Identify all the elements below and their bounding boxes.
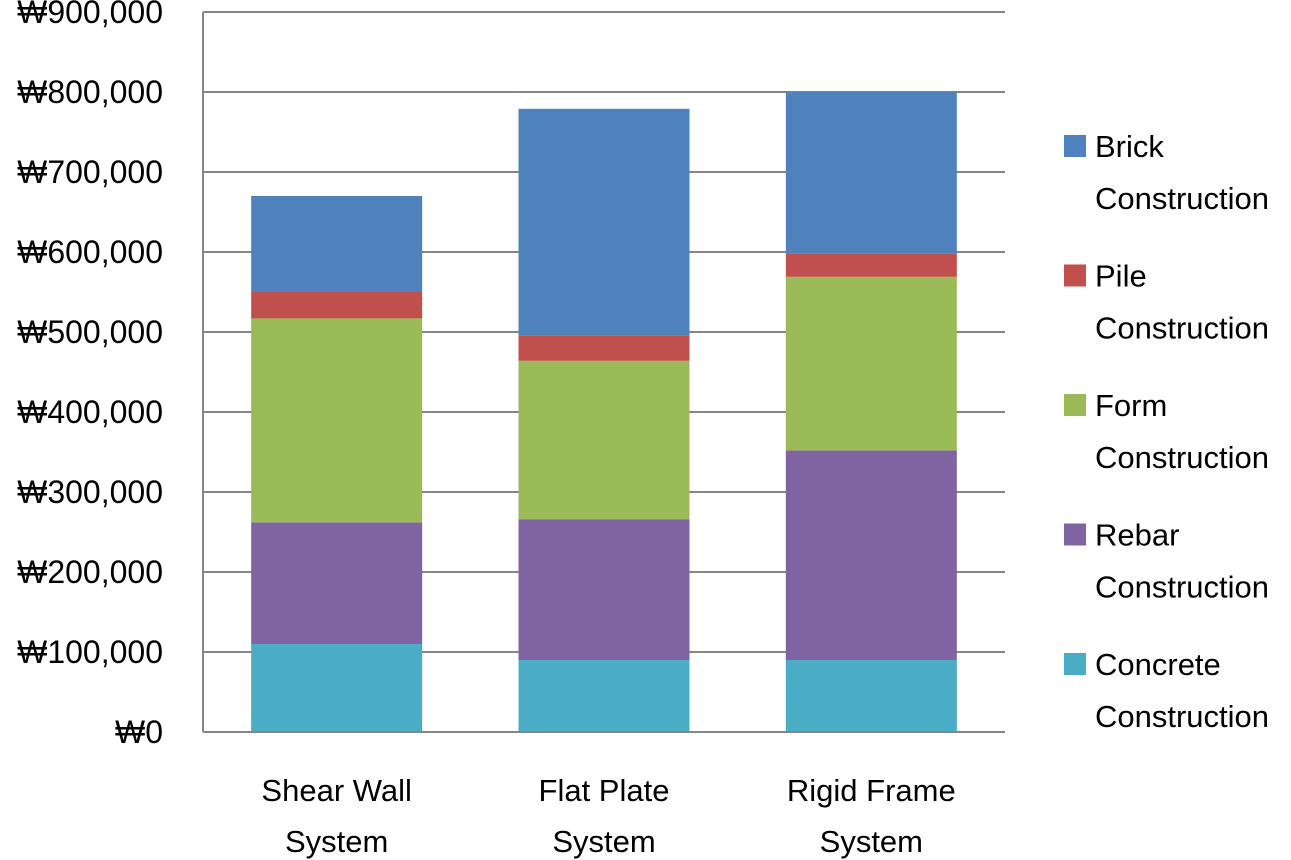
legend-label: Form Construction — [1095, 388, 1269, 475]
y-tick-label: ₩600,000 — [17, 234, 163, 270]
bar-segment — [251, 318, 423, 523]
y-tick-label: ₩400,000 — [17, 394, 163, 430]
legend-swatch — [1064, 653, 1086, 675]
x-axis-tick-labels: Shear Wall System Flat Plate System Rigid Fr… — [261, 773, 955, 859]
legend-swatch — [1064, 264, 1086, 287]
bar-segment — [785, 660, 957, 732]
bar-segment — [251, 292, 423, 319]
bar-segment — [518, 660, 690, 732]
bar-segment — [518, 519, 690, 660]
x-tick-label: Flat Plate System — [539, 773, 670, 859]
legend-label: Brick Construction — [1095, 129, 1269, 216]
bar-segment — [251, 196, 423, 292]
bar-segment — [518, 360, 690, 520]
bar-segment — [518, 335, 690, 361]
y-tick-label: ₩800,000 — [17, 74, 163, 110]
bar-segment — [518, 108, 690, 336]
bar-segment — [785, 276, 957, 451]
legend-swatch — [1064, 135, 1086, 157]
y-axis-tick-labels: ₩0 ₩100,000 ₩200,000 ₩300,000 ₩400,000 ₩500,0… — [17, 0, 163, 750]
bar-segment — [251, 644, 423, 732]
bar-segment — [785, 450, 957, 660]
y-tick-label: ₩300,000 — [17, 474, 163, 510]
y-tick-label: ₩0 — [115, 714, 163, 750]
axes — [202, 12, 1005, 733]
y-tick-label: ₩200,000 — [17, 554, 163, 590]
x-tick-label: Shear Wall System — [261, 773, 411, 859]
y-tick-label: ₩700,000 — [17, 154, 163, 190]
bars — [251, 92, 957, 732]
legend-swatch — [1064, 394, 1086, 416]
x-tick-label: Rigid Frame System — [787, 773, 956, 859]
legend-label: Concrete Construction — [1095, 647, 1269, 734]
bar-segment — [251, 522, 423, 644]
legend-swatch — [1064, 523, 1086, 546]
bar-segment — [785, 253, 957, 277]
y-tick-label: ₩900,000 — [17, 0, 163, 30]
y-tick-label: ₩100,000 — [17, 634, 163, 670]
y-tick-label: ₩500,000 — [17, 314, 163, 350]
bar-segment — [785, 92, 957, 254]
legend-label: Rebar Construction — [1095, 517, 1269, 604]
legend-label: Pile Construction — [1095, 258, 1269, 345]
legend: Brick Construction Pile Construction Form Con… — [1064, 129, 1269, 734]
